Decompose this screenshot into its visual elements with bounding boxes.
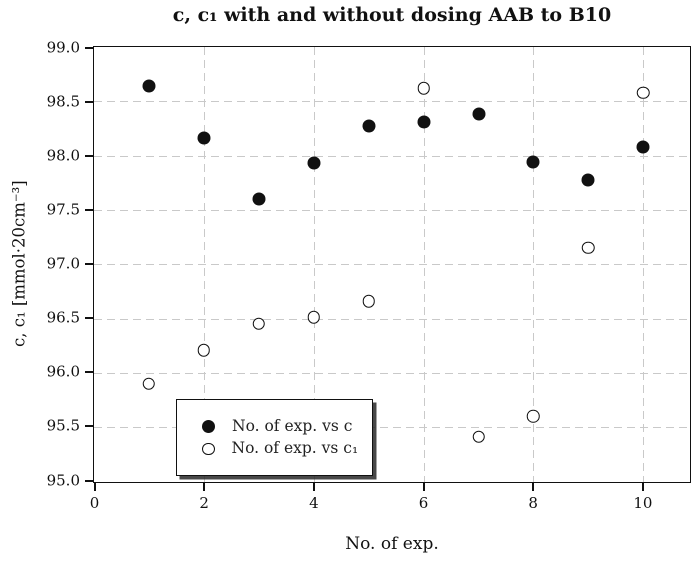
y-gridline (94, 372, 690, 374)
data-point-c (362, 119, 376, 133)
y-gridline (94, 318, 690, 320)
y-tick-mark (85, 46, 93, 49)
data-point-c (581, 173, 595, 187)
y-tick-mark (85, 263, 93, 265)
data-point-c (307, 156, 321, 170)
y-tick-label: 95.0 (46, 471, 80, 489)
x-axis-ticks: 0 2 4 6 8 10 (90, 482, 690, 533)
x-tick-mark (93, 482, 96, 491)
x-tick-label: 6 (418, 493, 429, 512)
open-circle-marker-icon (202, 442, 215, 455)
legend: No. of exp. vs c No. of exp. vs c₁ (176, 399, 373, 476)
plot-area: No. of exp. vs c No. of exp. vs c₁ (93, 46, 691, 483)
data-point-c (526, 155, 540, 169)
y-gridline (94, 209, 690, 211)
y-tick-mark (85, 100, 93, 103)
data-point-c (197, 131, 211, 145)
legend-item-c: No. of exp. vs c (202, 416, 372, 435)
data-point-c (472, 107, 486, 121)
y-tick-label: 99.0 (46, 38, 80, 56)
chart-title: c, c₁ with and without dosing AAB to B10 (172, 4, 612, 26)
legend-label-c: No. of exp. vs c (232, 416, 353, 435)
y-tick-mark (85, 317, 93, 320)
y-tick-mark (85, 425, 93, 428)
legend-item-c1: No. of exp. vs c₁ (202, 439, 372, 457)
y-tick-label: 97.0 (46, 254, 80, 273)
y-tick-mark (85, 154, 93, 157)
data-point-c1 (362, 294, 375, 308)
x-tick-label: 10 (633, 493, 653, 512)
x-tick-mark (422, 482, 425, 491)
y-tick-label: 95.5 (46, 416, 80, 435)
y-gridline (94, 155, 690, 157)
data-point-c (636, 140, 650, 154)
x-tick-mark (203, 482, 206, 491)
x-tick-label: 4 (309, 493, 319, 512)
y-tick-label: 96.0 (46, 362, 80, 381)
y-axis-ticks: 95.0 95.5 96.0 96.5 97.0 97.5 98.0 98.5 99.0 (0, 40, 93, 488)
data-point-c (252, 192, 266, 206)
y-tick-label: 96.5 (46, 308, 80, 327)
x-tick-mark (641, 482, 644, 491)
data-point-c1 (142, 377, 156, 390)
y-gridline (94, 427, 690, 429)
y-tick-mark (85, 208, 93, 211)
data-point-c1 (637, 86, 650, 99)
y-tick-label: 98.0 (46, 146, 80, 165)
filled-circle-marker-icon (202, 419, 215, 433)
x-tick-label: 8 (528, 493, 538, 512)
data-point-c1 (582, 241, 595, 255)
data-point-c1 (472, 430, 485, 444)
data-point-c1 (527, 410, 540, 423)
x-tick-mark (532, 482, 535, 491)
y-tick-label: 97.5 (46, 200, 80, 219)
data-point-c1 (252, 317, 266, 331)
y-tick-mark (85, 371, 93, 374)
y-tick-mark (85, 479, 93, 482)
x-tick-label: 0 (89, 493, 100, 512)
x-axis-label: No. of exp. (345, 534, 439, 554)
y-gridline (94, 101, 690, 103)
y-gridline (94, 264, 690, 266)
y-tick-label: 98.5 (46, 92, 80, 111)
x-tick-label: 2 (199, 493, 209, 512)
data-point-c (417, 115, 431, 129)
data-point-c1 (417, 82, 430, 95)
x-tick-mark (312, 482, 315, 491)
legend-label-c1: No. of exp. vs c₁ (231, 439, 359, 457)
data-point-c (142, 79, 156, 93)
data-point-c1 (197, 343, 211, 357)
data-point-c1 (307, 311, 320, 324)
